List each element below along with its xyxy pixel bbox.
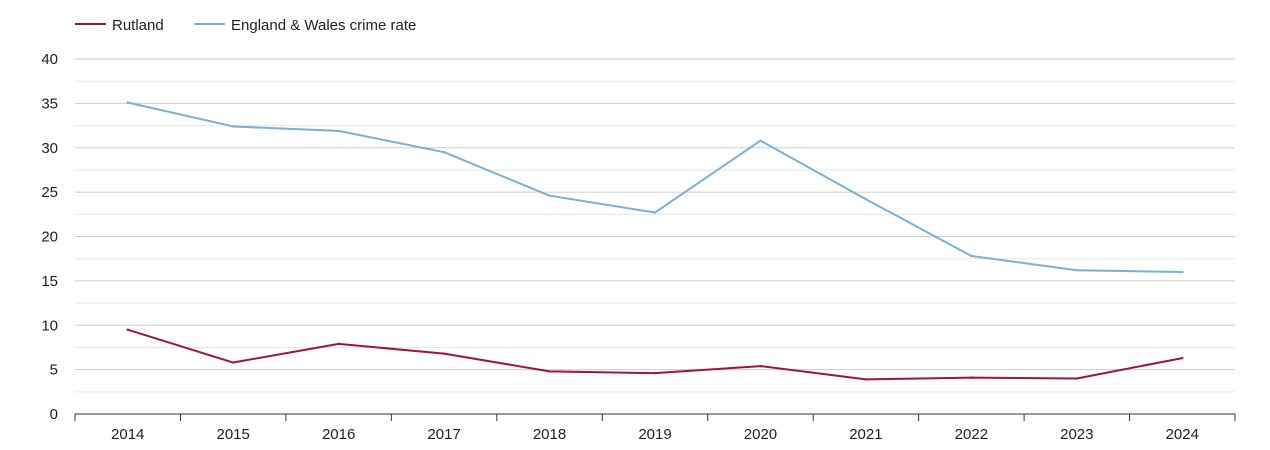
data-point	[1075, 377, 1079, 380]
x-tick-label: 2024	[1166, 426, 1199, 443]
x-tick-label: 2014	[111, 426, 144, 443]
data-point	[442, 150, 446, 154]
y-tick-label: 30	[41, 140, 58, 157]
data-point	[337, 129, 340, 133]
y-tick-label: 25	[41, 184, 58, 201]
y-axis: 0 5 10 15 20 25 30 35 40	[41, 51, 58, 423]
x-tick-label: 2022	[955, 426, 988, 443]
data-point	[864, 198, 868, 201]
series-layer	[126, 101, 1184, 381]
x-tick-label: 2018	[533, 426, 566, 443]
x-tick-label: 2016	[322, 426, 355, 443]
data-point	[548, 194, 551, 197]
data-point	[1181, 356, 1184, 360]
x-tick-label: 2019	[638, 426, 671, 443]
series-line-0	[127, 328, 1183, 381]
data-point	[337, 342, 340, 346]
legend: Rutland England & Wales crime rate	[75, 17, 416, 34]
data-point	[653, 211, 657, 214]
y-tick-label: 0	[50, 406, 58, 423]
y-tick-label: 35	[41, 95, 58, 112]
x-tick-label: 2020	[744, 426, 777, 443]
data-point	[1075, 269, 1079, 272]
data-point	[653, 371, 657, 375]
data-point	[548, 370, 551, 373]
data-point	[1181, 270, 1184, 274]
legend-label-england-wales: England & Wales crime rate	[231, 17, 416, 34]
y-tick-label: 40	[41, 51, 58, 68]
legend-label-rutland: Rutland	[112, 17, 164, 34]
x-tick-label: 2021	[849, 426, 882, 443]
y-tick-label: 20	[41, 229, 58, 246]
data-point	[864, 378, 868, 381]
data-point	[442, 352, 446, 355]
series-line-1	[127, 101, 1183, 273]
data-point	[759, 364, 762, 368]
data-point	[126, 328, 129, 331]
data-point	[759, 139, 762, 142]
x-tick-label: 2017	[427, 426, 460, 443]
x-axis: 2014 2015 2016 2017 2018 2019 2020 2021 2022 2023…	[74, 413, 1236, 443]
grid	[75, 58, 1235, 393]
data-point	[231, 361, 235, 364]
x-tick-label: 2023	[1060, 426, 1093, 443]
y-tick-label: 15	[41, 273, 58, 290]
y-tick-label: 5	[50, 362, 58, 379]
data-point	[126, 101, 129, 104]
data-point	[970, 376, 973, 379]
y-tick-label: 10	[41, 317, 58, 334]
x-tick-label: 2015	[216, 426, 249, 443]
data-point	[231, 125, 235, 128]
data-point	[970, 254, 973, 258]
